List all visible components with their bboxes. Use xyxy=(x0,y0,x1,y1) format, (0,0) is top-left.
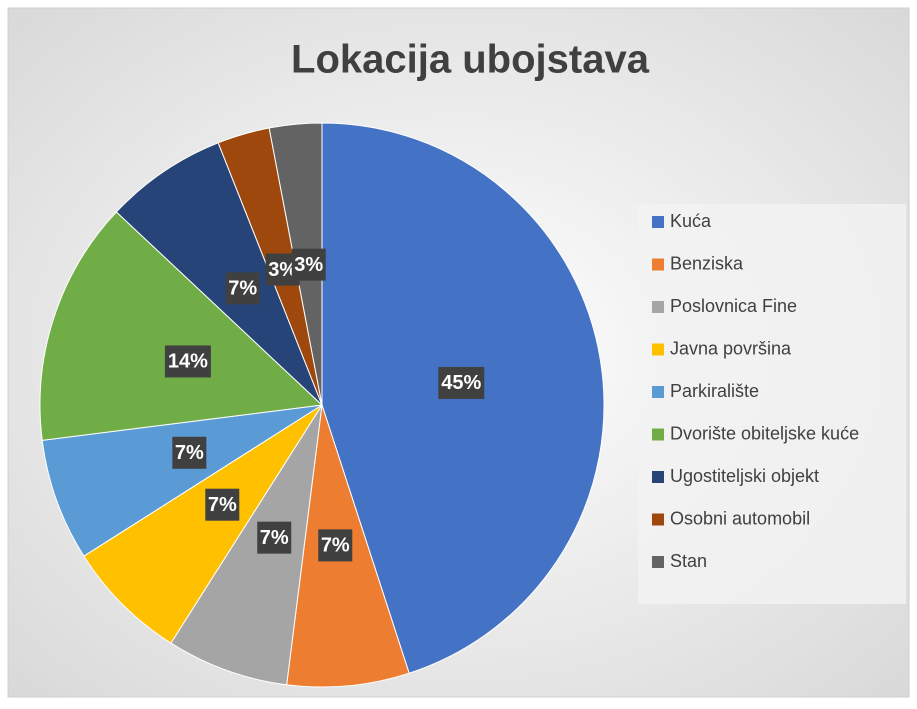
legend-swatch xyxy=(652,301,664,313)
legend-label: Stan xyxy=(670,551,707,571)
legend-swatch xyxy=(652,216,664,228)
legend-box xyxy=(638,204,906,604)
data-label-box xyxy=(172,436,207,469)
chart-title: Lokacija ubojstava xyxy=(291,38,650,82)
data-label: 7% xyxy=(175,442,204,464)
data-label-box xyxy=(164,345,211,378)
legend-label: Ugostiteljski objekt xyxy=(670,466,819,486)
pie-slice xyxy=(170,404,323,686)
legend-label: Benziska xyxy=(670,253,744,273)
legend-swatch xyxy=(652,556,664,568)
data-label-box xyxy=(257,521,292,554)
legend-swatch xyxy=(652,258,664,271)
legend-swatch xyxy=(652,513,664,526)
legend-swatch xyxy=(652,471,664,483)
data-label-box xyxy=(438,366,485,399)
pie-slice xyxy=(83,404,323,644)
data-label-box xyxy=(291,248,326,281)
pie-slice xyxy=(41,404,323,557)
data-label-box xyxy=(225,272,260,305)
data-label: 45% xyxy=(441,372,481,394)
data-label: 3% xyxy=(294,254,323,276)
legend-label: Javna površina xyxy=(670,338,792,358)
pie-slice xyxy=(39,211,324,441)
data-label: 3% xyxy=(268,259,297,281)
data-label: 14% xyxy=(168,351,208,373)
data-label: 7% xyxy=(260,527,289,549)
legend-swatch xyxy=(652,386,664,398)
data-label: 7% xyxy=(321,535,350,557)
legend-swatch xyxy=(652,343,664,356)
data-label-box xyxy=(318,529,353,562)
legend-label: Parkiralište xyxy=(670,381,759,401)
data-label-box xyxy=(205,488,240,521)
legend-label: Dvorište obiteljske kuće xyxy=(670,423,859,443)
legend-swatch xyxy=(652,428,664,441)
pie-slice xyxy=(115,142,323,406)
data-label: 7% xyxy=(208,494,237,516)
data-label: 7% xyxy=(228,278,257,300)
legend-label: Kuća xyxy=(670,211,712,231)
legend-label: Osobni automobil xyxy=(670,508,810,528)
legend-label: Poslovnica Fine xyxy=(670,296,797,316)
